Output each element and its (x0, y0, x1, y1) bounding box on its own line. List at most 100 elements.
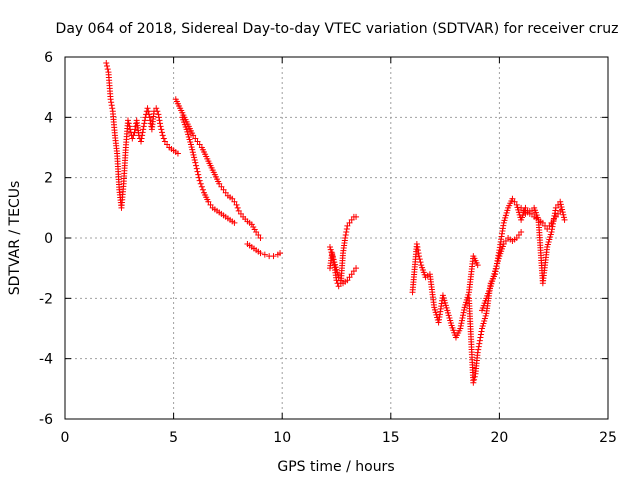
data-point-fill (103, 63, 110, 70)
data-point-fill (189, 146, 196, 153)
data-point (526, 207, 533, 214)
data-point-fill (126, 123, 133, 130)
data-point (461, 304, 468, 311)
data-point (331, 259, 338, 266)
data-point-fill (492, 265, 499, 272)
data-point (129, 135, 136, 142)
data-point-fill (491, 270, 498, 277)
satellite-track-8 (465, 195, 568, 386)
satellite-track-4 (244, 241, 284, 260)
data-point-fill (342, 231, 349, 238)
data-point-fill (109, 105, 116, 112)
data-point-fill (477, 334, 484, 341)
data-point (544, 225, 551, 232)
data-point-fill (155, 114, 162, 121)
data-point-fill (478, 328, 485, 335)
data-point-fill (188, 144, 195, 151)
x-tick-labels: 0 5 10 15 20 25 (61, 430, 617, 446)
data-point-fill (476, 340, 483, 347)
y-tick-label: 4 (44, 110, 53, 126)
data-point-fill (329, 251, 336, 258)
satellite-track-3 (179, 114, 238, 226)
data-point-fill (479, 322, 486, 329)
data-point-fill (443, 304, 450, 311)
data-point-fill (237, 210, 244, 217)
data-point (416, 253, 423, 260)
data-point-fill (459, 314, 466, 321)
data-point-fill (555, 210, 562, 217)
data-point-fill (477, 331, 484, 338)
data-points (103, 60, 568, 386)
data-point (153, 105, 160, 112)
data-point-fill (157, 120, 164, 127)
data-point (335, 283, 342, 290)
data-point-fill (558, 203, 565, 210)
satellite-track-1 (103, 60, 181, 211)
data-point (326, 244, 333, 251)
data-point-fill (494, 258, 501, 265)
x-tick-label: 10 (273, 430, 291, 446)
data-point (144, 105, 151, 112)
data-point-fill (191, 156, 198, 163)
data-point-fill (458, 320, 465, 327)
data-point (557, 207, 564, 214)
data-point-fill (196, 141, 203, 148)
data-point-fill (462, 301, 469, 308)
data-point-fill (255, 231, 262, 238)
data-point (257, 250, 264, 257)
data-point-fill (327, 246, 334, 253)
data-point-fill (125, 120, 132, 127)
data-point (353, 265, 360, 272)
data-point-fill (156, 117, 163, 124)
data-point-fill (160, 135, 167, 142)
y-tick-label: 0 (44, 231, 53, 247)
data-point-fill (445, 312, 452, 319)
data-point-fill (440, 294, 447, 301)
data-point-fill (195, 171, 202, 178)
data-point-fill (460, 309, 467, 316)
data-point (257, 235, 264, 241)
data-point (187, 141, 194, 148)
data-point-fill (495, 255, 502, 262)
data-point-fill (514, 204, 521, 211)
data-point-fill (147, 117, 154, 124)
data-point-fill (343, 228, 350, 235)
data-point-fill (503, 209, 510, 216)
data-point-fill (465, 291, 472, 298)
data-point-fill (461, 307, 468, 314)
data-point (194, 138, 201, 145)
data-point-fill (433, 311, 440, 318)
data-point-fill (337, 277, 344, 284)
data-point (229, 195, 236, 202)
data-point-fill (139, 129, 146, 136)
data-point-fill (560, 211, 567, 218)
data-point-fill (141, 120, 148, 127)
data-point-fill (159, 129, 166, 136)
data-point-fill (207, 201, 214, 208)
data-point (487, 283, 494, 290)
data-point-fill (547, 233, 554, 240)
y-tick-label: -2 (39, 291, 53, 307)
data-point-fill (184, 128, 191, 135)
data-point-fill (222, 189, 229, 196)
data-point-fill (189, 149, 196, 156)
data-point-fill (193, 162, 200, 169)
data-point (157, 123, 164, 130)
data-point-fill (130, 132, 137, 139)
data-point-fill (417, 259, 424, 266)
data-point-fill (104, 66, 111, 73)
x-tick-label: 5 (169, 430, 178, 446)
data-point-fill (446, 314, 453, 321)
data-point (155, 111, 162, 118)
data-point (216, 180, 223, 187)
data-point-fill (218, 183, 225, 190)
data-point-fill (475, 343, 482, 350)
data-point (470, 379, 477, 386)
data-point-fill (414, 247, 421, 254)
data-point-fill (560, 214, 567, 221)
y-tick-label: 6 (44, 50, 53, 66)
data-point-fill (332, 264, 339, 271)
data-point-fill (545, 239, 552, 246)
data-point-fill (442, 299, 449, 306)
data-point-fill (186, 136, 193, 143)
